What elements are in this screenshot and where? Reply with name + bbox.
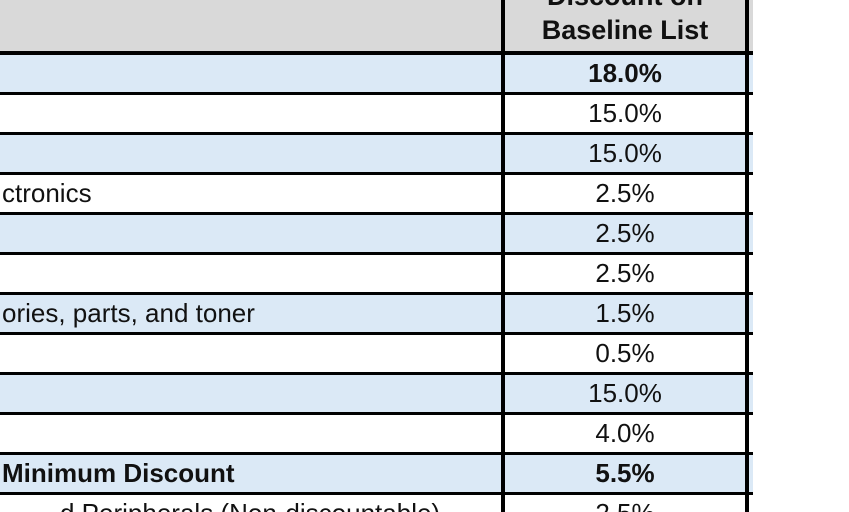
category-label: ories, parts, and toner	[2, 298, 255, 328]
table-row: 15.0%	[0, 135, 753, 175]
category-cell	[0, 215, 505, 252]
table-row: 2.5%	[0, 255, 753, 295]
discount-value-cell: 15.0%	[505, 375, 749, 412]
category-cell	[0, 55, 505, 92]
table-row: 0.5%	[0, 335, 753, 375]
discount-value-cell: 15.0%	[505, 95, 749, 132]
category-label: d Peripherals (Non-discountable)	[60, 498, 440, 512]
category-cell: ories, parts, and toner	[0, 295, 505, 332]
discount-header-line2: Baseline List	[541, 15, 709, 45]
category-cell	[0, 375, 505, 412]
discount-value-cell: 5.5%	[505, 455, 749, 492]
discount-value-cell: 1.5%	[505, 295, 749, 332]
category-cell	[0, 335, 505, 372]
table-header-row: Discount on Baseline List	[0, 0, 753, 55]
table-row: Minimum Discount 5.5%	[0, 455, 753, 495]
table-row: ories, parts, and toner 1.5%	[0, 295, 753, 335]
discount-table: Discount on Baseline List 18.0% 15.0% 15.0…	[0, 0, 753, 512]
discount-value-cell: 2.5%	[505, 495, 749, 512]
category-cell: d Peripherals (Non-discountable)	[0, 495, 505, 512]
discount-value-cell: 4.0%	[505, 415, 749, 452]
table-row: d Peripherals (Non-discountable) 2.5%	[0, 495, 753, 512]
discount-value-cell: 15.0%	[505, 135, 749, 172]
discount-value-cell: 2.5%	[505, 175, 749, 212]
discount-value: 15.0%	[588, 138, 662, 168]
discount-value: 15.0%	[588, 378, 662, 408]
table-row: 15.0%	[0, 95, 753, 135]
table-row: ctronics 2.5%	[0, 175, 753, 215]
discount-header-cell: Discount on Baseline List	[505, 0, 749, 51]
discount-header-line1: Discount on	[547, 0, 703, 13]
discount-value: 4.0%	[595, 418, 655, 448]
table-row: 15.0%	[0, 375, 753, 415]
category-cell: ctronics	[0, 175, 505, 212]
discount-value: 2.5%	[595, 258, 655, 288]
table-row: 4.0%	[0, 415, 753, 455]
discount-value: 0.5%	[595, 338, 655, 368]
discount-value-cell: 2.5%	[505, 215, 749, 252]
table-row: 2.5%	[0, 215, 753, 255]
discount-value-cell: 18.0%	[505, 55, 749, 92]
category-cell: Minimum Discount	[0, 455, 505, 492]
category-header-cell	[0, 0, 505, 51]
category-cell	[0, 95, 505, 132]
category-cell	[0, 415, 505, 452]
discount-value: 15.0%	[588, 98, 662, 128]
category-label: Minimum Discount	[2, 458, 235, 488]
category-cell	[0, 255, 505, 292]
discount-value-cell: 2.5%	[505, 255, 749, 292]
discount-value-cell: 0.5%	[505, 335, 749, 372]
discount-value: 1.5%	[595, 298, 655, 328]
discount-value: 2.5%	[595, 498, 654, 512]
table-row: 18.0%	[0, 55, 753, 95]
discount-value: 18.0%	[588, 58, 662, 88]
discount-value: 5.5%	[595, 458, 655, 488]
discount-value: 2.5%	[595, 178, 655, 208]
category-cell	[0, 135, 505, 172]
category-label: ctronics	[2, 178, 92, 208]
discount-value: 2.5%	[595, 218, 655, 248]
